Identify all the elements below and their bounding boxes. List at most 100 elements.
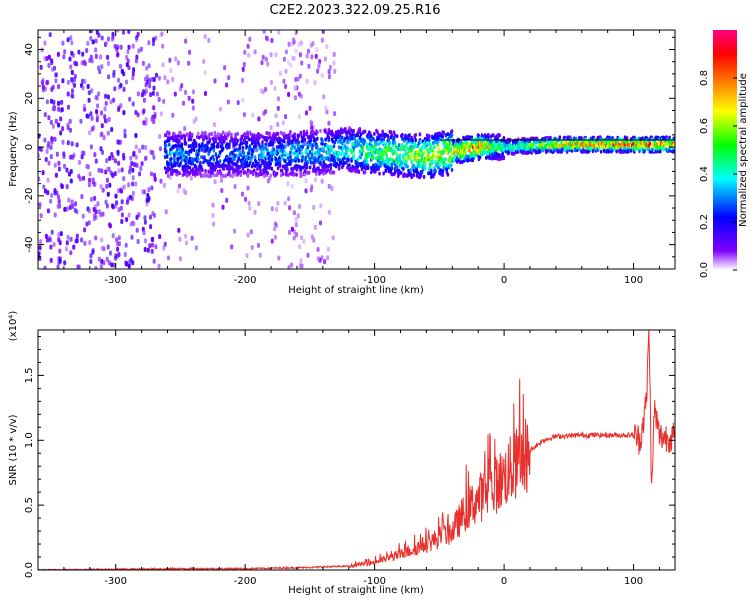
noise-cell <box>99 146 103 152</box>
signal-cell <box>409 172 412 177</box>
signal-cell <box>400 170 403 175</box>
signal-cell <box>311 152 314 157</box>
signal-cell <box>208 137 211 142</box>
noise-cell <box>306 252 310 258</box>
signal-cell <box>372 155 375 160</box>
noise-cell <box>57 194 60 200</box>
noise-cell <box>46 177 50 183</box>
signal-cell <box>221 130 225 135</box>
noise-cell <box>61 139 65 145</box>
signal-cell <box>170 156 173 161</box>
signal-cell <box>343 161 346 166</box>
noise-cell <box>57 122 61 128</box>
noise-cell <box>69 127 72 133</box>
noise-cell <box>147 40 151 46</box>
y-tick-label: 0.0 <box>24 562 35 578</box>
signal-cell <box>188 165 192 170</box>
signal-cell <box>236 147 239 152</box>
noise-cell <box>46 208 50 214</box>
signal-cell <box>328 157 332 162</box>
noise-cell <box>60 107 64 113</box>
noise-cell <box>273 86 277 91</box>
noise-cell <box>298 263 302 269</box>
snr-frame <box>37 329 676 571</box>
signal-cell <box>174 162 177 166</box>
noise-cell <box>320 178 324 184</box>
noise-cell <box>273 226 277 232</box>
noise-cell <box>47 63 51 68</box>
noise-cell <box>89 253 93 259</box>
noise-cell <box>292 37 296 43</box>
noise-cell <box>147 196 151 202</box>
x-tick-label: 100 <box>624 576 643 587</box>
signal-cell <box>186 165 190 169</box>
signal-cell <box>632 141 635 146</box>
signal-cell <box>283 131 286 136</box>
noise-cell <box>225 197 229 203</box>
noise-cell <box>122 155 126 161</box>
signal-cell <box>296 153 299 158</box>
noise-cell <box>310 54 314 60</box>
signal-cell <box>285 171 288 176</box>
colorbar-tick-label: 0.4 <box>699 166 710 182</box>
noise-cell <box>317 63 321 68</box>
signal-cell <box>357 170 361 174</box>
signal-cell <box>461 154 464 159</box>
noise-cell <box>152 85 156 91</box>
signal-cell <box>295 172 298 177</box>
spectrogram-x-label: Height of straight line (km) <box>288 285 424 296</box>
signal-cell <box>176 134 179 139</box>
signal-cell <box>218 150 222 155</box>
noise-cell <box>77 173 81 179</box>
signal-cell <box>430 145 433 150</box>
noise-cell <box>49 257 53 263</box>
noise-cell <box>51 84 55 90</box>
signal-cell <box>204 169 207 173</box>
signal-cell <box>350 128 353 133</box>
noise-cell <box>105 118 109 124</box>
signal-cell <box>210 132 213 137</box>
signal-cell <box>274 156 278 161</box>
noise-cell <box>48 32 52 38</box>
signal-cell <box>428 134 431 139</box>
signal-cell <box>164 143 168 148</box>
signal-cell <box>312 130 315 134</box>
signal-cell <box>236 138 239 143</box>
signal-cell <box>311 146 314 151</box>
snr-x-ticks: -300 -200 -100 0 100 <box>37 330 660 587</box>
noise-cell <box>144 117 148 123</box>
noise-cell <box>119 103 123 109</box>
signal-cell <box>305 165 309 170</box>
signal-cell <box>206 159 209 164</box>
noise-cell <box>94 47 98 53</box>
signal-cell <box>269 173 272 178</box>
noise-cell <box>89 196 93 202</box>
signal-cell <box>308 150 312 154</box>
signal-cell <box>301 165 305 170</box>
noise-cell <box>257 201 261 207</box>
noise-cell <box>288 229 291 235</box>
y-tick-label: -40 <box>24 236 35 252</box>
signal-cell <box>212 157 216 162</box>
noise-cell <box>298 204 302 209</box>
noise-cell <box>277 30 281 35</box>
noise-cell <box>135 37 139 43</box>
noise-cell <box>111 204 115 210</box>
noise-cell <box>49 198 53 204</box>
noise-cell <box>241 66 245 72</box>
snr-series-line <box>38 330 675 570</box>
noise-cell <box>316 68 320 74</box>
signal-cell <box>286 135 289 140</box>
noise-cell <box>159 146 162 152</box>
colorbar-label: Normalized spectral amplitude <box>738 73 749 227</box>
noise-cell <box>316 256 320 262</box>
noise-cell <box>81 78 85 84</box>
signal-cell <box>268 131 271 136</box>
noise-cell <box>326 255 330 261</box>
noise-cell <box>87 90 91 96</box>
signal-cell <box>414 138 417 143</box>
signal-cell <box>302 131 306 136</box>
noise-cell <box>114 193 118 199</box>
signal-cell <box>234 172 237 177</box>
noise-cell <box>270 38 274 43</box>
